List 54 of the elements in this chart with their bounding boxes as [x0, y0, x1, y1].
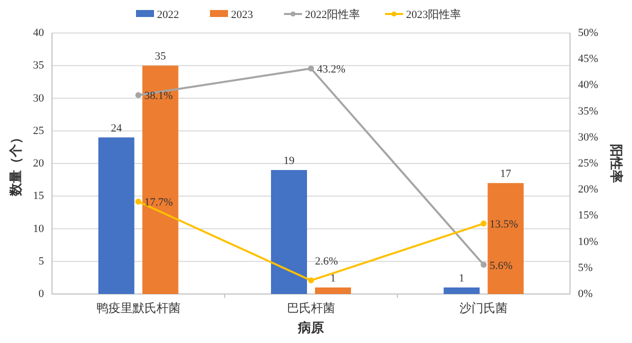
bar: [315, 287, 351, 294]
data-label: 17.7%: [144, 196, 173, 209]
legend-label: 2022: [157, 9, 179, 21]
y2-tick-label: 30%: [578, 131, 598, 144]
data-label: 1: [330, 272, 336, 284]
point: [480, 220, 487, 227]
data-label: 35: [154, 50, 166, 63]
y2-tick-label: 40%: [578, 79, 598, 92]
point: [135, 198, 142, 205]
point: [308, 65, 314, 72]
point: [308, 277, 314, 284]
y-tick-label: 40: [33, 27, 44, 39]
y2-tick-label: 5%: [578, 262, 593, 274]
legend-label: 2022阳性率: [305, 8, 360, 21]
data-label: 43.2%: [317, 63, 346, 76]
data-label: 24: [110, 122, 122, 134]
x-axis-title: 病原: [297, 320, 324, 335]
y2-tick-label: 15%: [578, 210, 598, 222]
point: [135, 92, 142, 98]
data-label: 5.6%: [490, 260, 513, 272]
y2-tick-label: 45%: [578, 53, 598, 66]
bar: [271, 170, 307, 294]
x-tick-label: 沙门氏菌: [460, 301, 508, 315]
y-tick-label: 25: [33, 124, 44, 137]
data-label: 19: [284, 155, 295, 168]
bar: [488, 183, 524, 294]
y2-tick-label: 20%: [578, 184, 598, 196]
y-tick-label: 0: [38, 288, 44, 300]
y-tick-label: 20: [33, 158, 44, 170]
bar: [98, 137, 134, 294]
x-tick-label: 鸭疫里默氏杆菌: [96, 301, 180, 315]
data-label: 17: [500, 168, 512, 180]
y2-tick-label: 0%: [578, 288, 593, 300]
y2-tick-label: 25%: [578, 158, 598, 170]
y2-tick-label: 50%: [578, 27, 598, 39]
y-tick-label: 35: [33, 60, 44, 72]
point: [480, 262, 487, 268]
y-tick-label: 30: [33, 92, 44, 104]
y2-tick-label: 10%: [578, 236, 598, 248]
y-tick-label: 10: [33, 222, 44, 235]
bar: [142, 66, 178, 294]
y-tick-label: 15: [33, 190, 44, 202]
legend-label: 2023: [231, 9, 254, 21]
y2-axis-title: 阳性率: [609, 144, 624, 183]
y-axis-title: 数量（个）: [8, 131, 23, 197]
bar: [444, 287, 480, 294]
y2-tick-label: 35%: [578, 105, 598, 118]
y-tick-label: 5: [38, 255, 44, 268]
x-tick-label: 巴氏杆菌: [287, 301, 335, 315]
data-label: 1: [458, 272, 464, 284]
data-label: 2.6%: [315, 255, 338, 268]
data-label: 38.1%: [144, 90, 173, 102]
data-label: 13.5%: [490, 218, 518, 231]
legend-label: 2023阳性率: [406, 8, 461, 21]
